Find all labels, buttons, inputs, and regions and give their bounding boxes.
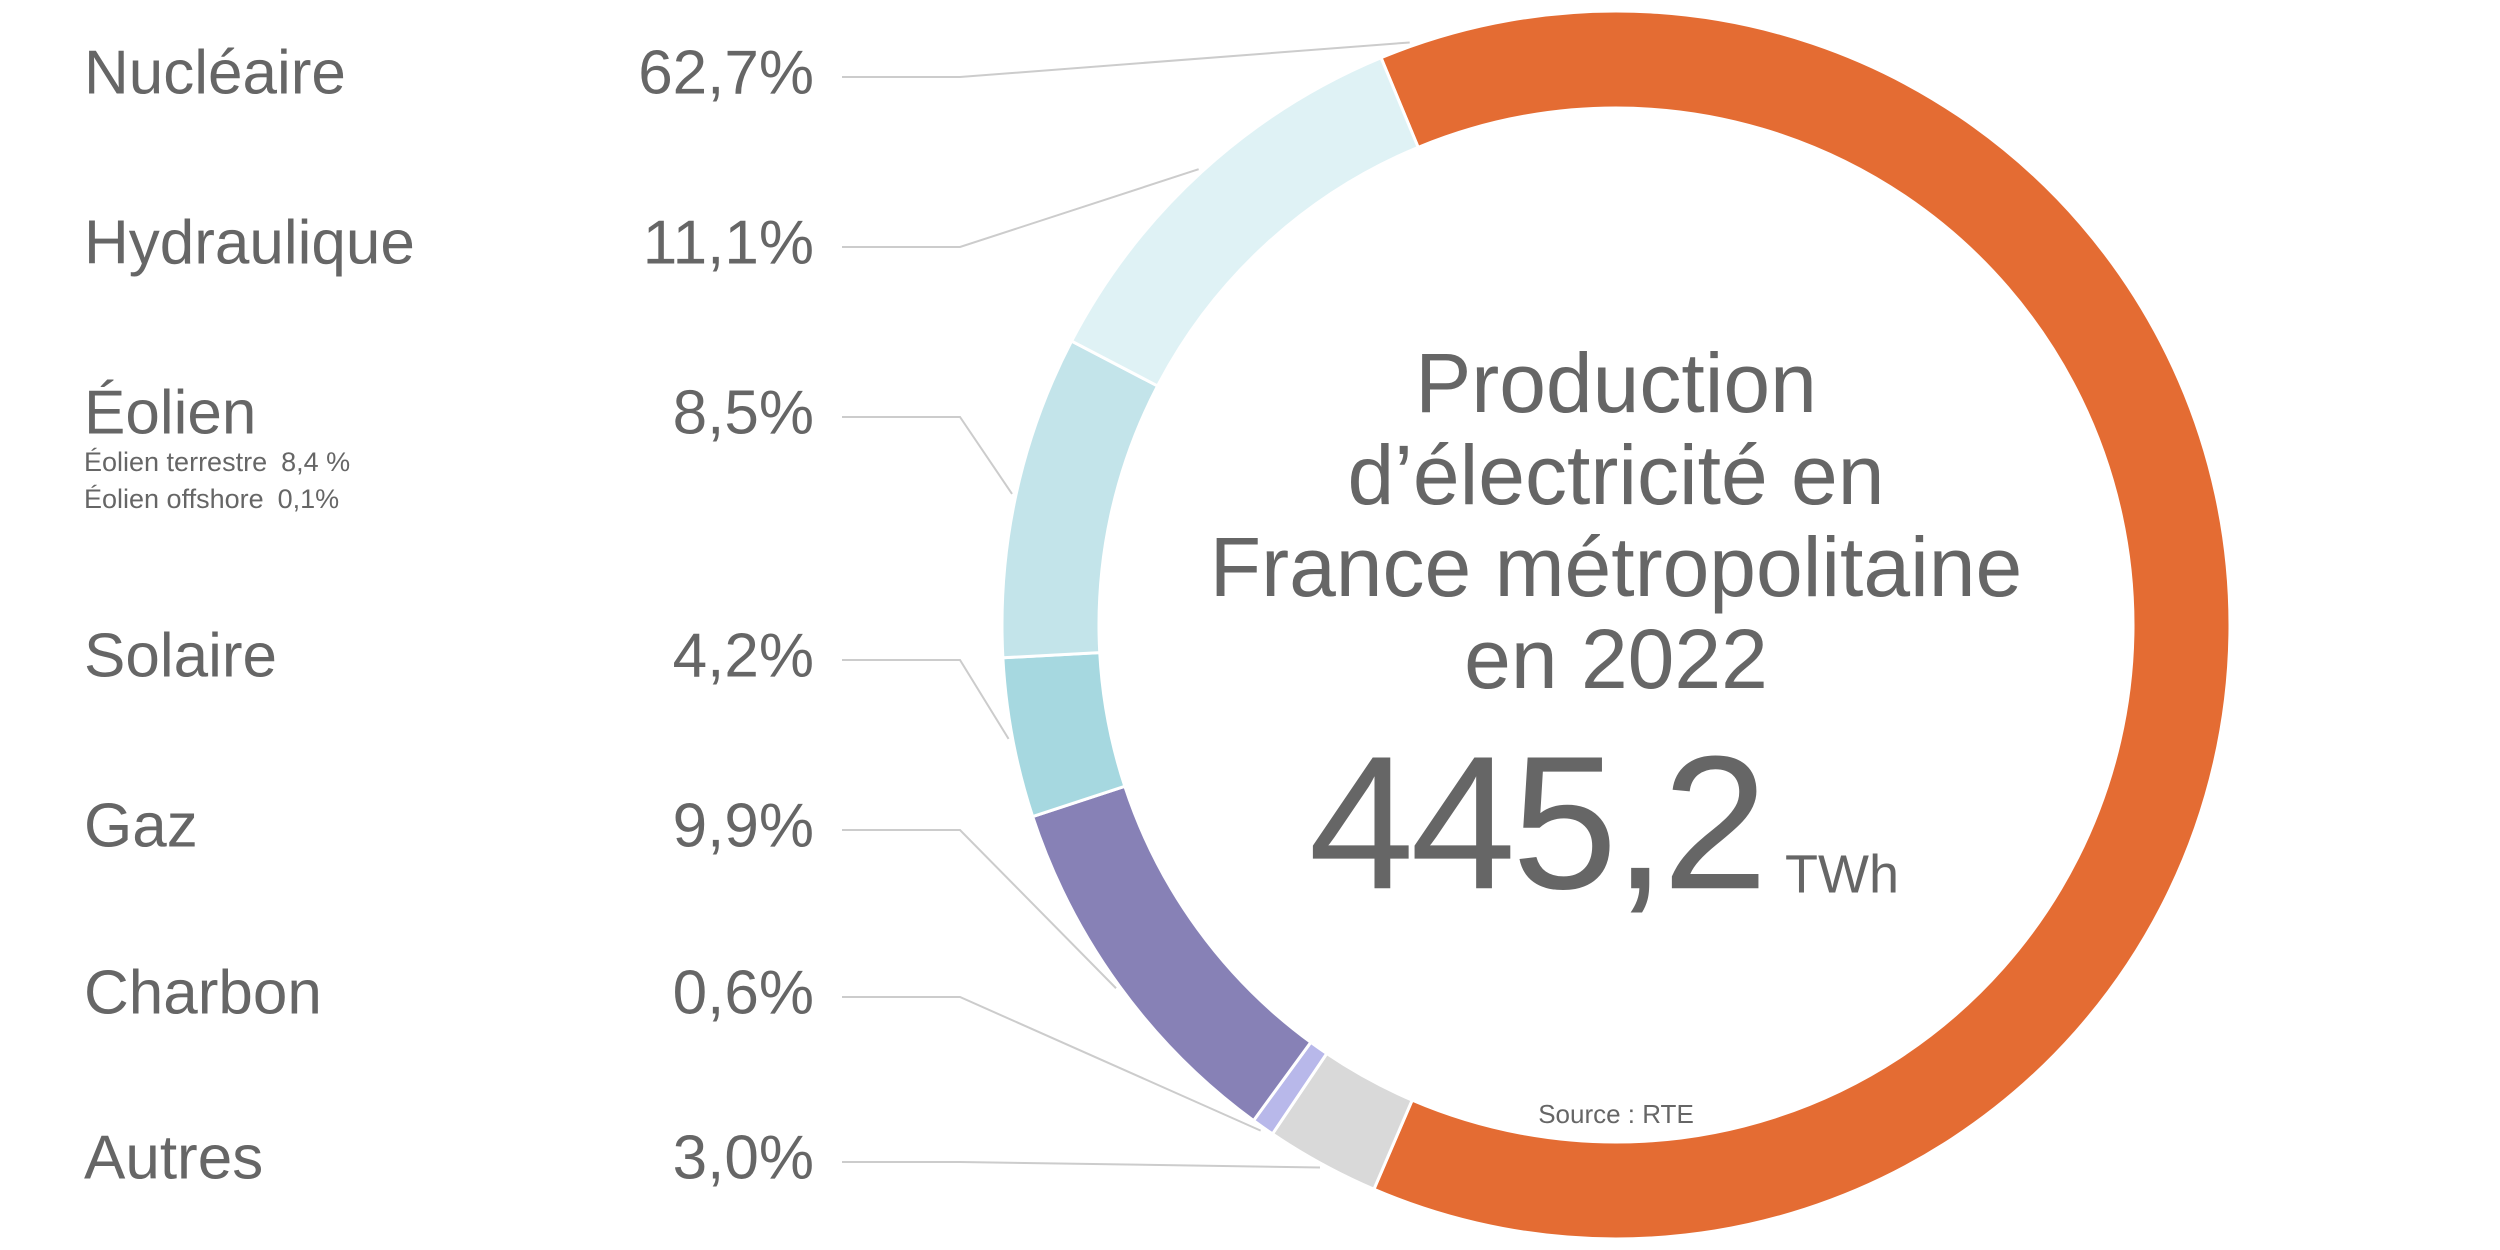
chart-title: France métropolitaine — [1210, 520, 2022, 614]
donut-segment — [1371, 9, 2232, 1241]
value-label: 11,1% — [643, 208, 814, 277]
chart-title: d’électricité en — [1348, 428, 1885, 522]
value-label: 8,5% — [673, 378, 814, 447]
center-text: Source : RTE — [1538, 1099, 1694, 1129]
donut-segment — [1001, 651, 1127, 819]
category-label: Hydraulique — [84, 208, 415, 277]
leader-line — [842, 1161, 1320, 1169]
value-label: 4,2% — [673, 621, 814, 690]
category-label: Éolien — [84, 378, 256, 447]
leader-line — [842, 659, 1010, 740]
donut-segment — [1030, 784, 1313, 1123]
category-label: Gaz — [84, 791, 198, 860]
value-label: 3,0% — [673, 1123, 814, 1192]
leader-line — [842, 168, 1199, 248]
category-label: Solaire — [84, 621, 277, 690]
unit: TWh — [1785, 844, 1899, 904]
total: 445,2 — [1309, 717, 1764, 929]
donut-segment — [1069, 55, 1421, 388]
breakdown-label: Éolien terrestre — [84, 447, 267, 477]
chart-title: en 2022 — [1464, 612, 1768, 706]
breakdown-label: Éolien offshore — [84, 484, 264, 514]
source: Source : RTE — [1538, 1099, 1694, 1129]
leader-line — [842, 996, 1262, 1132]
value-label: 0,6% — [673, 958, 814, 1027]
value-label: 9,9% — [673, 791, 814, 860]
breakdown-value: 0,1% — [278, 484, 340, 514]
breakdown-value: 8,4 % — [281, 447, 350, 477]
category-label: Autres — [84, 1123, 263, 1192]
value-label: 62,7% — [638, 38, 814, 107]
leader-line — [842, 416, 1013, 495]
leader-line — [842, 41, 1410, 78]
donut-segment — [1000, 339, 1160, 660]
chart-title: Production — [1415, 336, 1817, 430]
category-label: Charbon — [84, 958, 322, 1027]
leader-line — [842, 829, 1117, 989]
category-label: Nucléaire — [84, 38, 346, 107]
